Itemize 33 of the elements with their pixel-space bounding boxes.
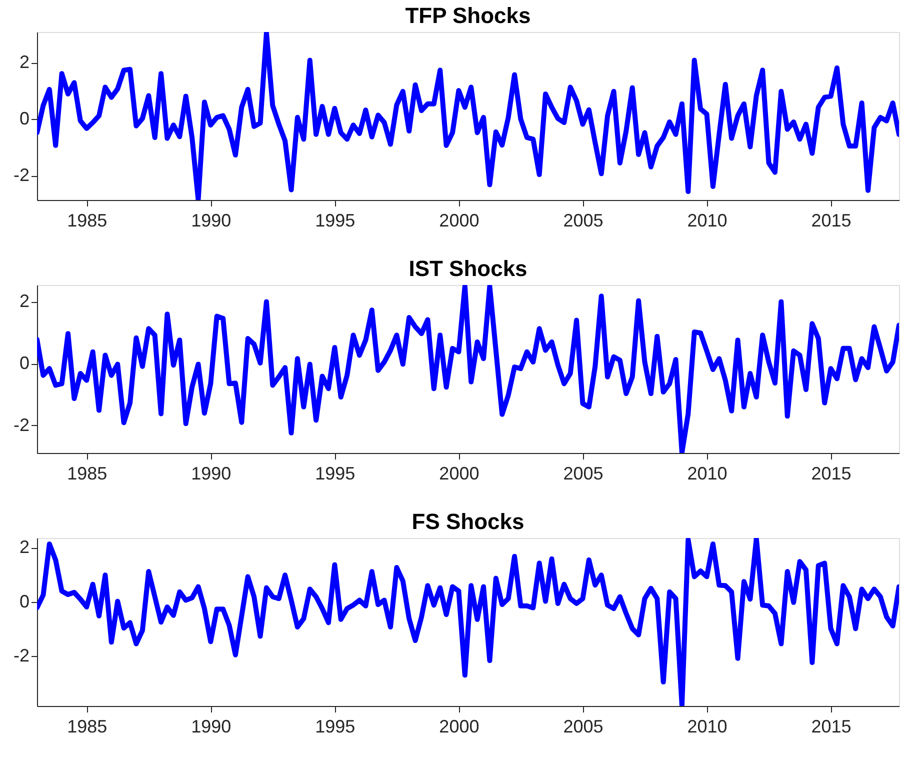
x-tick-label: 2000: [439, 210, 480, 230]
x-tick-label: 1990: [191, 464, 232, 484]
x-tick-label: 1990: [191, 716, 232, 736]
x-tick-label: 2010: [687, 716, 728, 736]
chart-title: IST Shocks: [408, 256, 528, 281]
x-tick-label: 1985: [67, 210, 108, 230]
x-tick-label: 1995: [315, 210, 356, 230]
y-tick-label: 0: [19, 591, 30, 612]
x-tick-label: 2015: [811, 716, 852, 736]
x-tick-label: 1995: [315, 716, 356, 736]
x-tick-label: 1995: [315, 464, 356, 484]
x-tick-label: 2015: [811, 210, 852, 230]
x-tick-label: 2000: [439, 716, 480, 736]
y-tick-label: 0: [19, 353, 30, 374]
x-tick-label: 2010: [687, 210, 728, 230]
y-tick-label: 2: [19, 537, 30, 558]
y-tick-label: -2: [13, 165, 30, 186]
y-tick-label: 0: [19, 108, 30, 129]
y-tick-label: -2: [13, 645, 30, 666]
x-tick-label: 2005: [563, 464, 604, 484]
x-tick-label: 1990: [191, 210, 232, 230]
x-tick-label: 2010: [687, 464, 728, 484]
y-tick-label: 2: [19, 291, 30, 312]
chart-title: TFP Shocks: [405, 3, 531, 28]
chart-title: FS Shocks: [412, 509, 524, 534]
x-tick-label: 2000: [439, 464, 480, 484]
x-tick-label: 1985: [67, 464, 108, 484]
y-tick-label: 2: [19, 52, 30, 72]
x-tick-label: 1985: [67, 716, 108, 736]
x-tick-label: 2005: [563, 716, 604, 736]
y-tick-label: -2: [13, 414, 30, 435]
x-tick-label: 2005: [563, 210, 604, 230]
x-tick-label: 2015: [811, 464, 852, 484]
